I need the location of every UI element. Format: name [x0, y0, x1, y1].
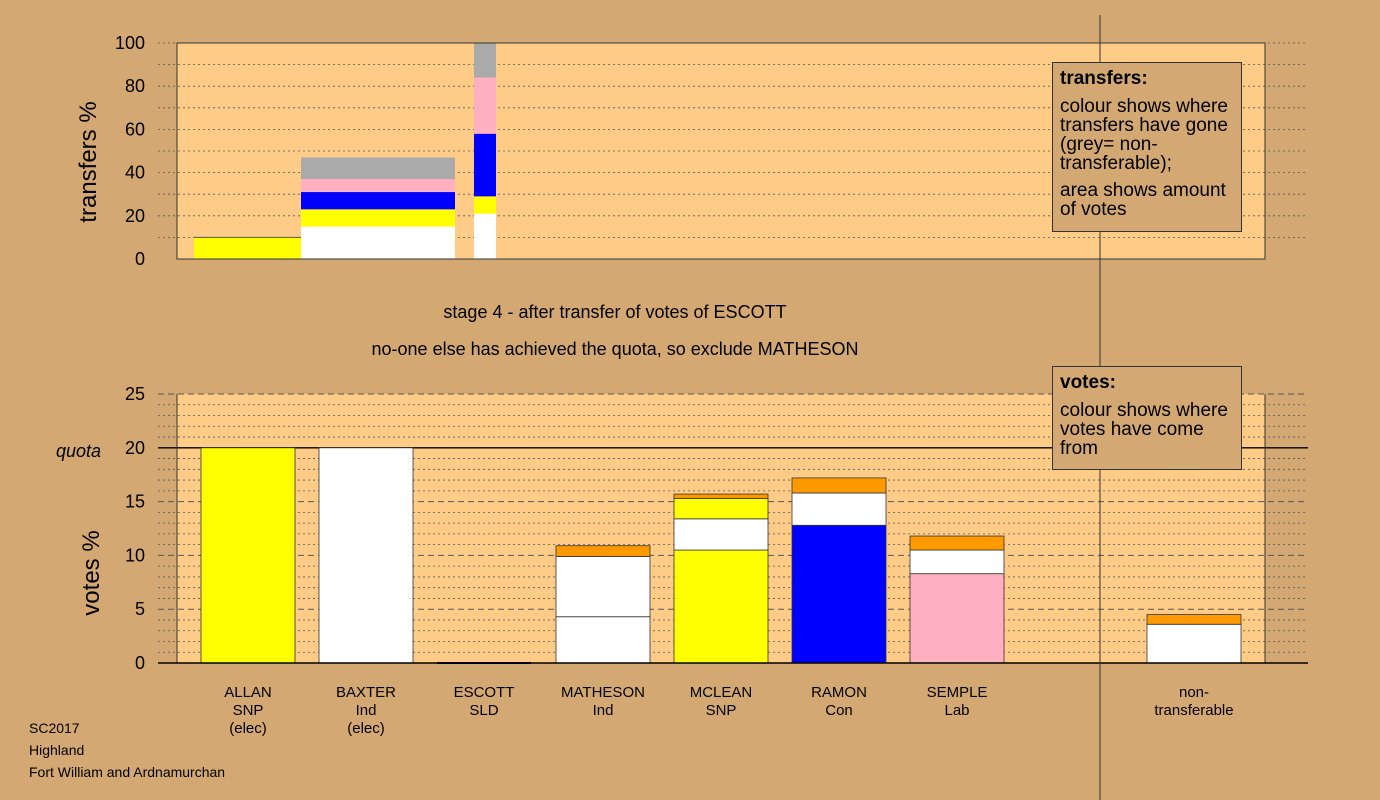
votes-legend-text: colour shows where votes have come from: [1060, 400, 1228, 459]
candidate-label: Ind: [356, 702, 377, 719]
candidate-labels: ALLANSNP(elec)BAXTERInd(elec)ESCOTTSLDMA…: [224, 684, 1233, 737]
candidate-label: non-: [1179, 684, 1209, 701]
candidate-label: Con: [825, 702, 853, 719]
candidate-label: SLD: [469, 702, 498, 719]
transfers-legend-title: transfers:: [1060, 68, 1148, 89]
vote-bar-segment: [200, 447, 296, 664]
transfer-bar-segment: [474, 133, 496, 197]
vote-bar-segment: [555, 545, 651, 557]
votes-legend-title: votes:: [1060, 372, 1116, 393]
candidate-label: SEMPLE: [927, 684, 988, 701]
transfer-bar-segment: [301, 192, 455, 210]
transfers-tick-label: 40: [125, 163, 145, 183]
transfer-bar-segment: [474, 43, 496, 78]
votes-bars: [200, 447, 1242, 664]
vote-bar-segment: [673, 493, 769, 499]
candidate-label: SNP: [233, 702, 264, 719]
votes-tick-label: 10: [125, 545, 145, 565]
footer-ward: Fort William and Ardnamurchan: [29, 764, 226, 780]
votes-y-ticks: 0 5 10 15 20 25: [125, 384, 145, 673]
vote-bar-segment: [791, 524, 887, 664]
transfers-legend: transfers: colour shows where transfers …: [1052, 62, 1242, 232]
candidate-label: ESCOTT: [454, 684, 515, 701]
candidate-label: Lab: [944, 702, 969, 719]
transfer-bar-segment: [301, 226, 455, 259]
stage-title: stage 4 - after transfer of votes of ESC…: [443, 302, 786, 322]
votes-tick-label: 25: [125, 384, 145, 404]
vote-bar-segment: [673, 497, 769, 520]
candidate-label: SNP: [706, 702, 737, 719]
transfers-tick-label: 80: [125, 76, 145, 96]
quota-label: quota: [56, 441, 101, 461]
candidate-label: (elec): [347, 720, 385, 737]
votes-tick-label: 15: [125, 492, 145, 512]
candidate-label: MATHESON: [561, 684, 645, 701]
transfer-bar-segment: [301, 179, 455, 193]
transfers-plot-border: [176, 42, 1266, 260]
vote-bar-segment: [909, 535, 1005, 551]
vote-bar-segment: [673, 518, 769, 551]
vote-bar-segment: [791, 477, 887, 494]
transfers-bars: [194, 43, 496, 259]
transfer-bar-segment: [474, 213, 496, 259]
footer-council: Highland: [29, 742, 85, 758]
transfers-tick-label: 60: [125, 119, 145, 139]
votes-legend: votes: colour shows where votes have com…: [1052, 366, 1242, 470]
transfers-y-ticks: 0 20 40 60 80 100: [115, 33, 145, 269]
transfers-tick-label: 20: [125, 206, 145, 226]
transfer-bar-segment: [474, 196, 496, 214]
vote-bar-segment: [909, 549, 1005, 575]
vote-bar-segment: [555, 556, 651, 618]
vote-bar-segment: [555, 616, 651, 664]
vote-bar-segment: [1146, 623, 1242, 664]
transfers-tick-label: 0: [135, 249, 145, 269]
candidate-label: Ind: [593, 702, 614, 719]
vote-bar-segment: [791, 492, 887, 526]
candidate-label: MCLEAN: [690, 684, 753, 701]
candidate-label: transferable: [1154, 702, 1233, 719]
vote-bar-segment: [1146, 614, 1242, 625]
candidate-label: RAMON: [811, 684, 867, 701]
exclusion-note: no-one else has achieved the quota, so e…: [372, 339, 859, 359]
candidate-label: (elec): [229, 720, 267, 737]
votes-tick-label: 20: [125, 438, 145, 458]
votes-y-label: votes %: [78, 530, 105, 615]
candidate-label: BAXTER: [336, 684, 396, 701]
transfers-y-label: transfers %: [75, 101, 102, 222]
transfer-bar-segment: [474, 77, 496, 134]
vote-bar-segment: [909, 573, 1005, 664]
transfer-bar-segment: [301, 209, 455, 227]
candidate-label: ALLAN: [224, 684, 272, 701]
transfers-legend-area-text: area shows amount of votes: [1060, 180, 1226, 220]
transfer-bar-segment: [194, 237, 301, 259]
votes-tick-label: 5: [135, 599, 145, 619]
transfer-bar-segment: [301, 157, 455, 180]
vote-bar-segment: [673, 549, 769, 664]
footer-election: SC2017: [29, 720, 80, 736]
vote-bar-segment: [318, 447, 414, 664]
votes-tick-label: 0: [135, 653, 145, 673]
transfers-legend-text: colour shows where transfers have gone (…: [1060, 96, 1228, 174]
transfers-tick-label: 100: [115, 33, 145, 53]
